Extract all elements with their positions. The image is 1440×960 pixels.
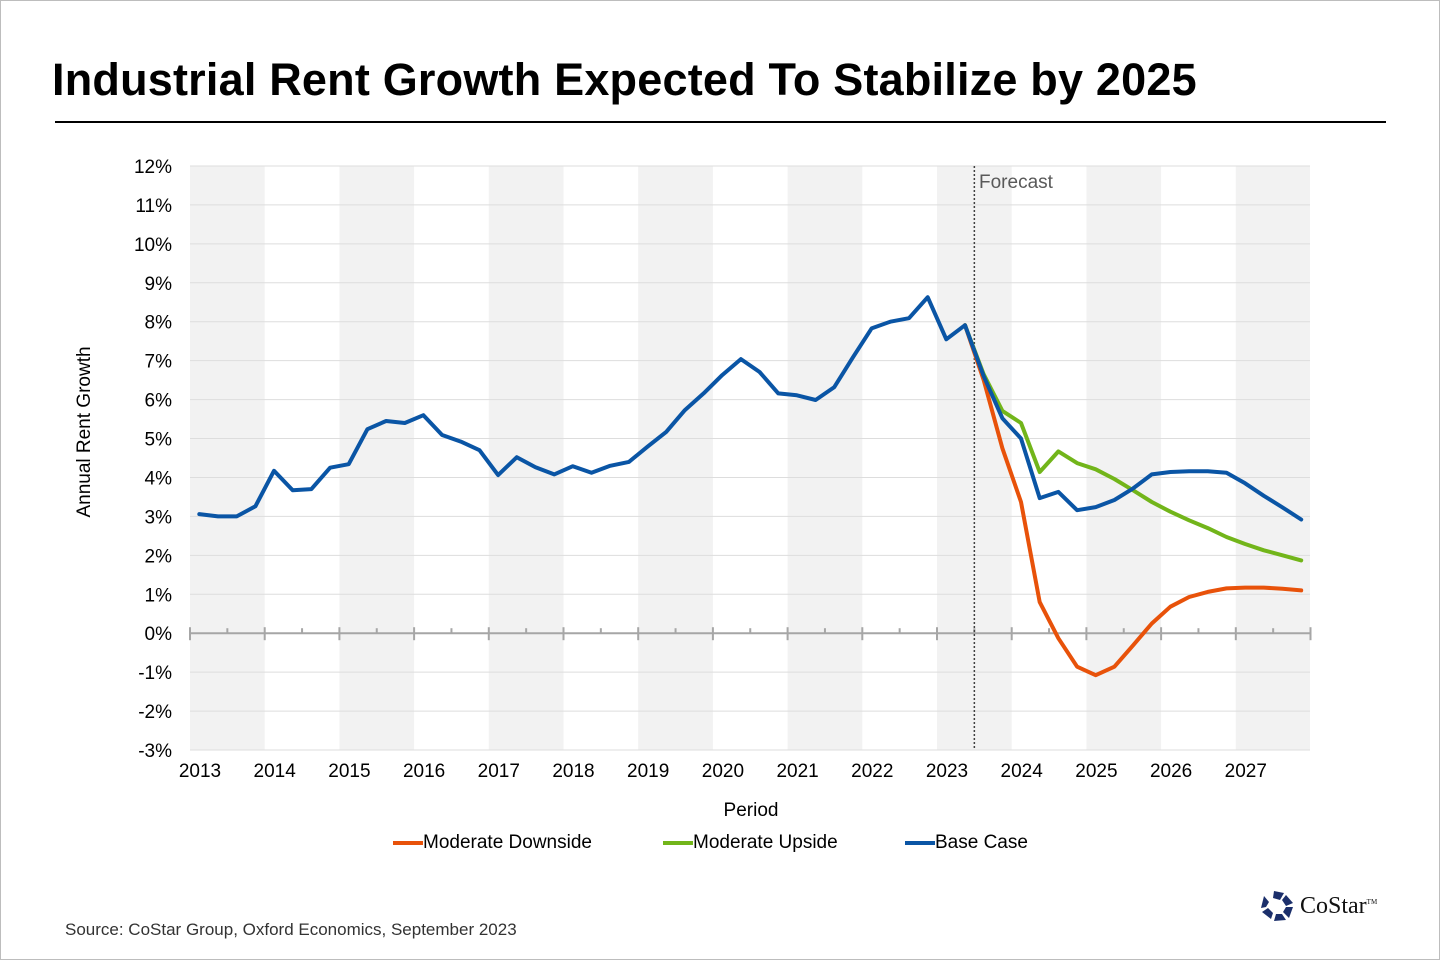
x-tick-label: 2018 [552,761,594,782]
x-tick-label: 2025 [1075,761,1117,782]
year-band [488,166,564,750]
x-tick-label: 2019 [627,761,669,782]
logo-trademark: TM [1366,897,1378,906]
y-tick-label: 8% [145,313,173,334]
x-tick-label: 2020 [702,761,744,782]
y-tick-label: 0% [145,624,173,645]
y-tick-label: 9% [145,274,173,295]
source-note: Source: CoStar Group, Oxford Economics, … [65,920,517,939]
chart-title: Industrial Rent Growth Expected To Stabi… [52,54,1197,105]
x-tick-label: 2015 [328,761,370,782]
legend-label: Moderate Downside [423,832,592,853]
logo-text: CoStar [1300,892,1367,919]
y-axis-label: Annual Rent Growth [74,346,95,517]
y-tick-label: 4% [145,468,173,489]
y-tick-label: 12% [134,157,172,178]
y-tick-label: -1% [138,663,172,684]
legend-swatch [663,841,693,845]
x-tick-label: 2016 [403,761,445,782]
y-tick-label: 6% [145,391,173,412]
y-tick-label: 10% [134,235,172,256]
x-tick-label: 2027 [1225,761,1267,782]
year-band [1086,166,1162,750]
x-tick-label: 2013 [179,761,221,782]
x-tick-label: 2023 [926,761,968,782]
year-band [190,166,265,750]
year-band [1235,166,1310,750]
legend-item-base-case: Base Case [905,832,1028,854]
series-line-base-case [197,295,1304,522]
legend-label: Moderate Upside [693,832,838,853]
costar-logo: CoStarTM [1260,890,1377,922]
x-axis-label: Period [724,800,779,821]
x-tick-label: 2024 [1001,761,1044,782]
y-tick-label: 1% [145,585,173,606]
forecast-label: Forecast [979,172,1054,193]
year-band [638,166,713,750]
y-tick-label: 11% [135,196,172,217]
y-tick-label: 5% [145,430,173,451]
y-tick-label: -2% [138,702,172,723]
y-tick-label: 2% [145,546,173,567]
series-line-moderate-downside [963,323,1304,678]
x-tick-label: 2022 [851,761,893,782]
y-tick-label: -3% [138,741,172,762]
legend-swatch [905,841,935,845]
y-tick-label: 3% [145,507,173,528]
x-tick-label: 2021 [776,761,818,782]
title-divider [55,121,1386,123]
legend-label: Base Case [935,832,1028,853]
x-tick-label: 2026 [1150,761,1192,782]
costar-star-icon [1261,891,1293,921]
y-tick-label: 7% [145,352,173,373]
legend-item-moderate-upside: Moderate Upside [663,832,838,854]
legend-swatch [393,841,423,845]
x-tick-label: 2014 [254,761,297,782]
legend-item-moderate-downside: Moderate Downside [393,832,592,854]
x-tick-label: 2017 [478,761,520,782]
year-band [787,166,863,750]
